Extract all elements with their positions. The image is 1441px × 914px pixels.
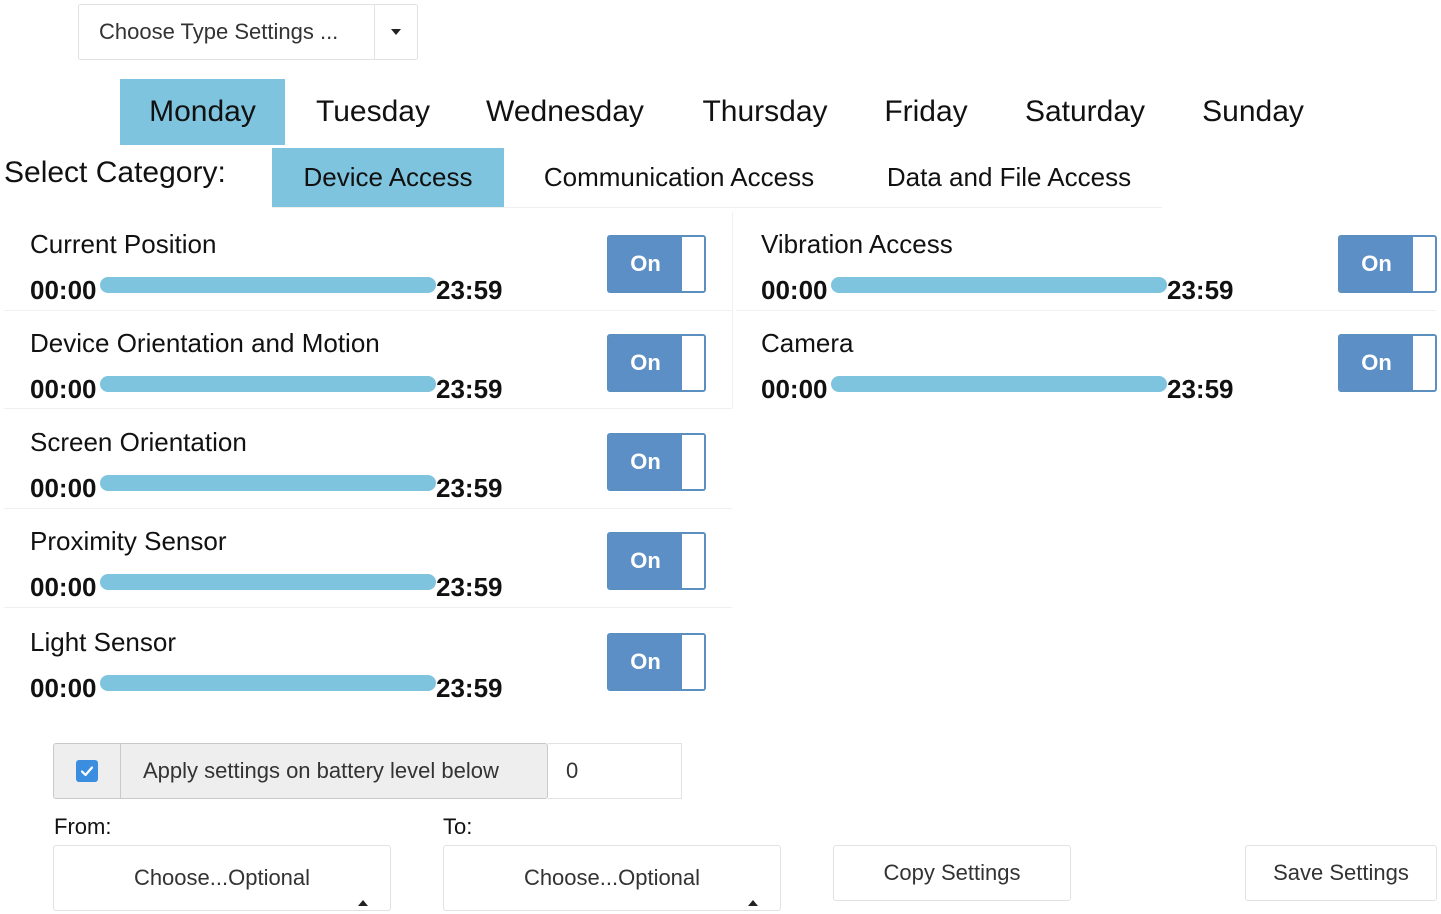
row-divider (4, 508, 732, 509)
toggle-knob (682, 336, 704, 390)
from-select[interactable]: Choose...Optional (53, 845, 391, 911)
tab-wednesday[interactable]: Wednesday (486, 95, 644, 128)
toggle-on-label: On (609, 336, 682, 390)
permission-name: Light Sensor (30, 627, 176, 657)
time-end: 23:59 (436, 572, 503, 602)
tab-sunday[interactable]: Sunday (1202, 95, 1304, 128)
toggle-on-label: On (1340, 336, 1413, 390)
category-divider (272, 207, 1162, 208)
battery-level-input[interactable]: 0 (548, 743, 682, 799)
time-range-slider[interactable] (831, 277, 1167, 293)
tab-tuesday[interactable]: Tuesday (316, 95, 430, 128)
permission-toggle[interactable]: On (607, 433, 706, 491)
permission-toggle[interactable]: On (1338, 334, 1437, 392)
permission-name: Vibration Access (761, 229, 953, 259)
time-range-slider[interactable] (100, 675, 436, 691)
time-start: 00:00 (30, 374, 97, 404)
permission-vibration-access: Vibration Access 00:00 23:59 On (731, 213, 1441, 311)
day-tabs: Monday Tuesday Wednesday Thursday Friday… (120, 79, 1327, 145)
time-end: 23:59 (1167, 374, 1234, 404)
time-end: 23:59 (436, 275, 503, 305)
type-settings-label: Choose Type Settings ... (79, 5, 375, 59)
time-range-slider[interactable] (831, 376, 1167, 392)
chevron-down-icon (391, 29, 401, 35)
permission-light-sensor: Light Sensor 00:00 23:59 On (0, 611, 720, 709)
time-start: 00:00 (761, 374, 828, 404)
toggle-on-label: On (1340, 237, 1413, 291)
permission-name: Proximity Sensor (30, 526, 227, 556)
time-start: 00:00 (30, 473, 97, 503)
toggle-knob (682, 635, 704, 689)
permission-name: Screen Orientation (30, 427, 247, 457)
time-start: 00:00 (761, 275, 828, 305)
permission-screen-orientation: Screen Orientation 00:00 23:59 On (0, 411, 720, 509)
chevron-up-icon (358, 900, 368, 906)
toggle-knob (682, 534, 704, 588)
permission-toggle[interactable]: On (607, 633, 706, 691)
row-divider (736, 310, 1436, 311)
toggle-knob (1413, 336, 1435, 390)
row-divider (4, 408, 732, 409)
tab-device-access[interactable]: Device Access (272, 148, 504, 207)
tab-data-file-access[interactable]: Data and File Access (886, 162, 1132, 192)
permission-name: Camera (761, 328, 854, 358)
tab-saturday[interactable]: Saturday (1024, 95, 1146, 128)
toggle-knob (1413, 237, 1435, 291)
toggle-knob (682, 435, 704, 489)
time-end: 23:59 (1167, 275, 1234, 305)
tab-friday[interactable]: Friday (884, 95, 968, 128)
permission-toggle[interactable]: On (1338, 235, 1437, 293)
type-settings-caret[interactable] (375, 5, 417, 59)
toggle-on-label: On (609, 237, 682, 291)
tab-monday[interactable]: Monday (120, 79, 285, 145)
time-end: 23:59 (436, 473, 503, 503)
category-label: Select Category: (4, 156, 226, 189)
permission-name: Device Orientation and Motion (30, 328, 380, 358)
time-range-slider[interactable] (100, 277, 436, 293)
chevron-up-icon (748, 900, 758, 906)
time-range-slider[interactable] (100, 475, 436, 491)
battery-label: Apply settings on battery level below (143, 758, 499, 783)
save-settings-button[interactable]: Save Settings (1245, 845, 1437, 901)
copy-settings-button[interactable]: Copy Settings (833, 845, 1071, 901)
time-range-slider[interactable] (100, 574, 436, 590)
category-tabs: Device Access Communication Access Data … (272, 148, 1164, 207)
to-label: To: (443, 814, 473, 839)
time-start: 00:00 (30, 275, 97, 305)
time-end: 23:59 (436, 374, 503, 404)
battery-checkbox[interactable] (76, 760, 98, 782)
checkmark-icon (80, 766, 94, 777)
permission-current-position: Current Position 00:00 23:59 On (0, 213, 720, 311)
type-settings-dropdown[interactable]: Choose Type Settings ... (78, 4, 418, 60)
to-select[interactable]: Choose...Optional (443, 845, 781, 911)
permission-toggle[interactable]: On (607, 235, 706, 293)
tab-thursday[interactable]: Thursday (702, 95, 828, 128)
from-select-value: Choose...Optional (133, 865, 311, 890)
time-range-slider[interactable] (100, 376, 436, 392)
permission-camera: Camera 00:00 23:59 On (731, 312, 1441, 410)
toggle-on-label: On (609, 534, 682, 588)
permission-device-orientation: Device Orientation and Motion 00:00 23:5… (0, 312, 720, 410)
from-label: From: (54, 814, 112, 839)
permission-proximity-sensor: Proximity Sensor 00:00 23:59 On (0, 510, 720, 608)
battery-setting: Apply settings on battery level below (53, 743, 548, 799)
permission-toggle[interactable]: On (607, 532, 706, 590)
to-select-value: Choose...Optional (523, 865, 701, 890)
time-end: 23:59 (436, 673, 503, 703)
toggle-on-label: On (609, 635, 682, 689)
battery-checkbox-cell[interactable] (54, 744, 121, 798)
row-divider (4, 607, 732, 608)
column-divider (732, 212, 733, 408)
row-divider (4, 310, 732, 311)
tab-communication-access[interactable]: Communication Access (543, 162, 815, 192)
time-start: 00:00 (30, 673, 97, 703)
toggle-knob (682, 237, 704, 291)
toggle-on-label: On (609, 435, 682, 489)
permission-name: Current Position (30, 229, 217, 259)
permission-toggle[interactable]: On (607, 334, 706, 392)
time-start: 00:00 (30, 572, 97, 602)
